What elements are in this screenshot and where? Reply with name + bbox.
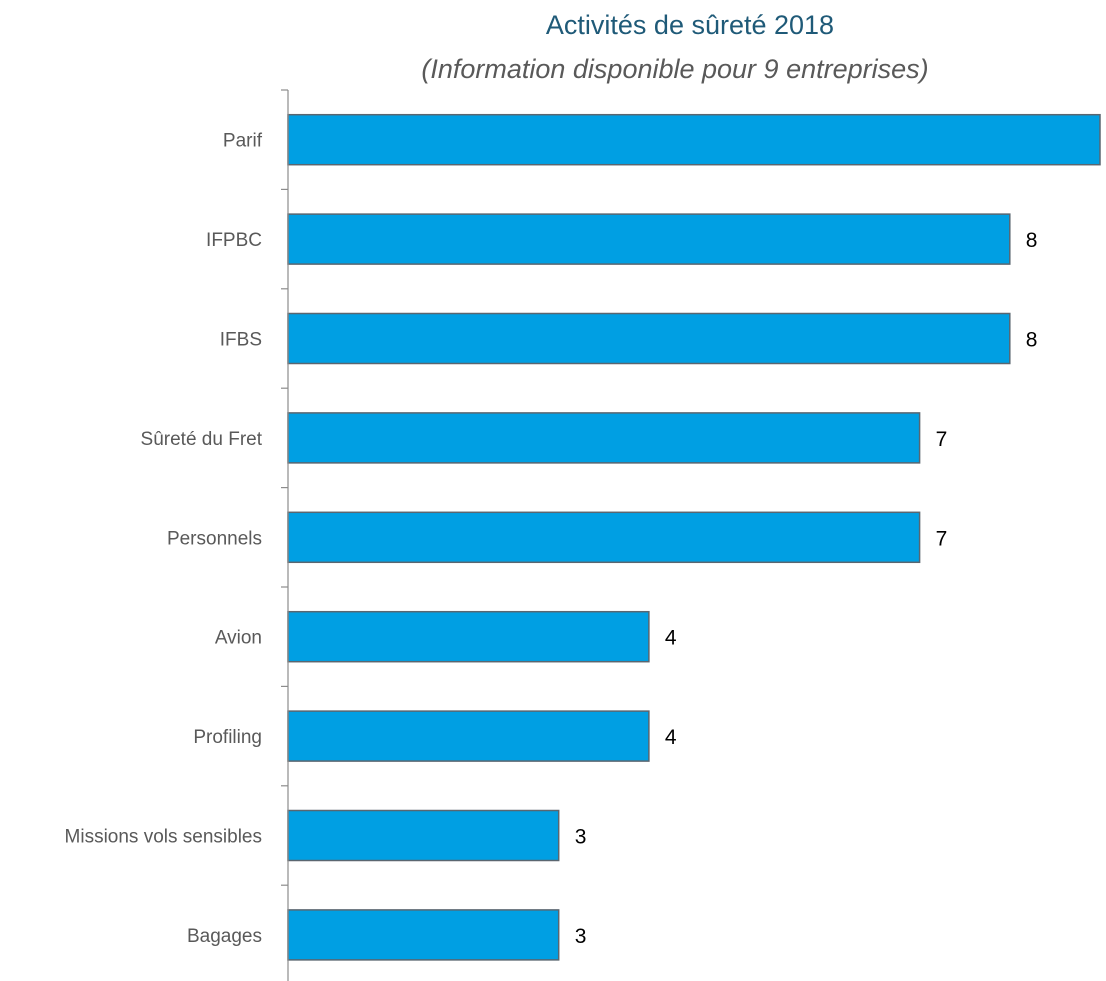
category-label: Parif bbox=[223, 131, 263, 152]
data-label: 8 bbox=[1026, 229, 1038, 252]
category-label: IFBS bbox=[220, 330, 262, 351]
data-label: 3 bbox=[575, 826, 587, 849]
data-label: 4 bbox=[665, 627, 677, 650]
bar-3 bbox=[287, 412, 921, 464]
chart-title: Activités de sûreté 2018 bbox=[546, 10, 834, 40]
data-label: 4 bbox=[665, 726, 677, 749]
category-label: Avion bbox=[215, 628, 262, 649]
data-label: 7 bbox=[936, 428, 948, 451]
bar-2 bbox=[287, 312, 1011, 365]
chart-subtitle: (Information disponible pour 9 entrepris… bbox=[421, 54, 928, 84]
category-label: Bagages bbox=[187, 926, 262, 947]
category-label: IFPBC bbox=[206, 230, 262, 251]
data-label: 8 bbox=[1026, 329, 1038, 352]
bar-8 bbox=[287, 909, 560, 961]
category-label: Missions vols sensibles bbox=[65, 827, 262, 848]
bars-layer: 988774433 bbox=[287, 113, 1101, 961]
category-label: Profiling bbox=[193, 727, 262, 748]
category-label: Personnels bbox=[167, 528, 262, 549]
bar-5 bbox=[287, 610, 650, 663]
bar-7 bbox=[287, 809, 560, 862]
bar-1 bbox=[287, 213, 1011, 265]
category-label: Sûreté du Fret bbox=[141, 429, 263, 450]
bar-4 bbox=[287, 511, 921, 564]
data-label: 7 bbox=[936, 527, 948, 550]
data-label: 3 bbox=[575, 925, 587, 948]
bar-0 bbox=[287, 113, 1101, 166]
category-axis: Parif IFPBC IFBS Sûreté du Fret Personnels Av… bbox=[65, 89, 289, 981]
bar-6 bbox=[287, 710, 650, 762]
